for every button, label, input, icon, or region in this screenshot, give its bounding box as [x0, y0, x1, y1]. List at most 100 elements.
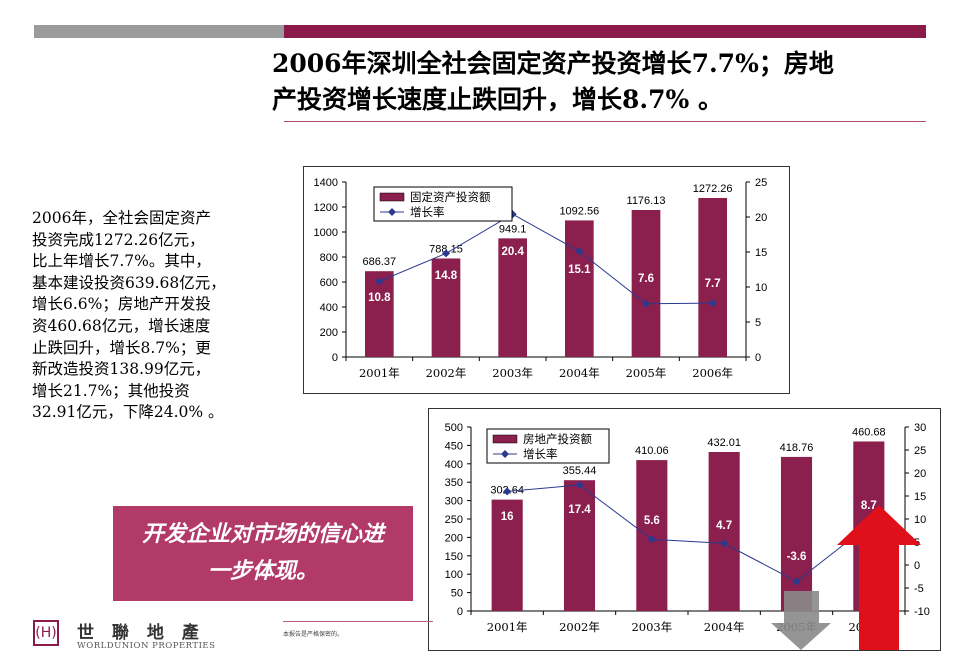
- bar-value-label: 410.06: [635, 445, 669, 457]
- up-arrow-icon: [837, 505, 921, 650]
- x-tick-label: 2005年: [626, 366, 667, 380]
- left-tick-label: 400: [320, 302, 338, 314]
- right-tick-label: 20: [755, 212, 767, 224]
- left-tick-label: 200: [320, 327, 338, 339]
- left-tick-label: 0: [332, 352, 338, 364]
- summary-line: 32.91亿元，下降24.0% 。: [32, 403, 224, 422]
- left-tick-label: 100: [445, 569, 463, 581]
- legend-swatch-marker: [388, 208, 396, 216]
- x-tick-label: 2002年: [426, 366, 467, 380]
- right-tick-label: 10: [914, 514, 926, 526]
- legend-label-line: 增长率: [523, 447, 558, 461]
- right-tick-label: 5: [755, 317, 761, 329]
- title-divider: [284, 121, 926, 122]
- legend-swatch-marker: [501, 450, 509, 458]
- bar: [631, 209, 661, 357]
- growth-rate-label: 14.8: [435, 270, 458, 282]
- bar: [431, 258, 461, 357]
- summary-line: 止跌回升，增长8.7%；更: [32, 338, 211, 357]
- right-tick-label: 25: [914, 445, 926, 457]
- right-tick-label: -5: [914, 583, 924, 595]
- callout-box: 开发企业对市场的信心进 一步体现。: [113, 506, 413, 601]
- bar: [708, 452, 740, 611]
- slide-title: 2006年深圳全社会固定资产投资增长7.7%；房地 产投资增长速度止跌回升，增长…: [272, 46, 932, 118]
- legend-box: [486, 428, 610, 464]
- legend-label-bar: 房地产投资额: [523, 432, 592, 446]
- growth-rate-point: [503, 487, 512, 496]
- x-tick-label: 2002年: [559, 620, 600, 634]
- left-tick-label: 1200: [314, 202, 338, 214]
- left-tick-label: 400: [445, 459, 463, 471]
- confidential-note: 本报告是严格保密的。: [283, 631, 344, 638]
- logo-mark-icon: (H): [33, 620, 59, 646]
- legend-label-line: 增长率: [410, 205, 445, 219]
- growth-rate-label: 7.6: [638, 273, 654, 285]
- growth-rate-line: [507, 484, 870, 583]
- bar: [780, 456, 813, 611]
- bar-value-label: 686.37: [363, 256, 397, 268]
- x-tick-label: 2004年: [559, 366, 600, 380]
- left-tick-label: 0: [457, 606, 463, 618]
- growth-rate-point: [442, 249, 450, 258]
- legend-swatch-bar: [379, 192, 405, 202]
- down-arrow-icon: [771, 591, 831, 650]
- bar-value-label: 460.68: [852, 426, 886, 438]
- summary-line: 2006年，全社会固定资产: [32, 209, 211, 227]
- growth-rate-line: [379, 213, 713, 305]
- growth-rate-point: [575, 480, 584, 489]
- left-tick-label: 1400: [314, 177, 338, 189]
- growth-rate-point: [720, 539, 729, 548]
- right-tick-label: 15: [755, 247, 767, 259]
- growth-rate-point: [642, 299, 650, 308]
- chart-fixed-asset-svg: 0 200 400 600 800 1000 1200 1400 0 5 10 15 20 25 2001年…: [314, 177, 768, 380]
- bar: [565, 220, 594, 357]
- right-tick-label: 30: [914, 422, 926, 434]
- right-tick-label: 20: [914, 468, 926, 480]
- legend-swatch-bar: [492, 434, 518, 444]
- chart-real-estate-svg: 050100150200250300350400450500-10-505101…: [445, 422, 930, 650]
- bar: [491, 499, 523, 611]
- right-tick-label: 15: [914, 491, 926, 503]
- bar-value-label: 432.01: [707, 437, 741, 449]
- growth-rate-point: [708, 299, 717, 308]
- summary-line: 基本建设投资639.68亿元，: [32, 273, 226, 292]
- bar-value-label: 949.1: [499, 223, 527, 235]
- chart-fixed-asset: 0 200 400 600 800 1000 1200 1400 0 5 10 15 20 25 2001年…: [303, 166, 790, 394]
- x-tick-label: 2001年: [359, 366, 400, 380]
- logo-english-name: WORLDUNION PROPERTIES: [77, 641, 216, 651]
- company-logo: (H) 世 聯 地 產 WORLDUNION PROPERTIES: [33, 620, 263, 660]
- right-tick-label: 25: [755, 177, 767, 189]
- left-tick-label: 300: [445, 496, 463, 508]
- bar: [498, 238, 527, 357]
- header-bar-accent: [284, 25, 926, 38]
- bar-value-label: 1092.56: [559, 205, 599, 217]
- left-tick-label: 450: [445, 440, 463, 452]
- right-tick-label: 10: [755, 282, 767, 294]
- callout-line-2: 一步体现。: [207, 558, 318, 584]
- growth-rate-point: [647, 535, 656, 544]
- callout-line-1: 开发企业对市场的信心进: [141, 521, 384, 547]
- title-line-2: 产投资增长速度止跌回升，增长8.7% 。: [272, 85, 723, 114]
- growth-rate-label: 15.1: [568, 264, 591, 276]
- growth-rate-point: [792, 577, 801, 586]
- bar: [698, 197, 727, 357]
- bar-value-label: 355.44: [563, 465, 597, 477]
- summary-line: 增长21.7%；其他投资: [32, 381, 190, 400]
- legend-label-bar: 固定资产投资额: [410, 190, 491, 204]
- header-bar-gray: [34, 25, 284, 38]
- footer-divider: [283, 621, 433, 622]
- x-tick-label: 2006年: [692, 366, 733, 380]
- left-tick-label: 800: [320, 252, 338, 264]
- growth-rate-label: 16: [501, 511, 514, 523]
- logo-chinese-name: 世 聯 地 產: [77, 623, 205, 643]
- right-tick-label: -10: [914, 606, 930, 618]
- growth-rate-label: 8.7: [861, 500, 877, 512]
- right-tick-label: 0: [755, 352, 761, 364]
- growth-rate-label: 10.8: [368, 292, 391, 304]
- bar-value-label: 418.76: [780, 442, 814, 454]
- chart-real-estate: 050100150200250300350400450500-10-505101…: [428, 408, 941, 651]
- left-tick-label: 350: [445, 477, 463, 489]
- summary-line: 比上年增长7.7%。其中，: [32, 252, 211, 271]
- left-tick-label: 250: [445, 514, 463, 526]
- summary-paragraph: 2006年，全社会固定资产 投资完成1272.26亿元， 比上年增长7.7%。其…: [32, 208, 272, 424]
